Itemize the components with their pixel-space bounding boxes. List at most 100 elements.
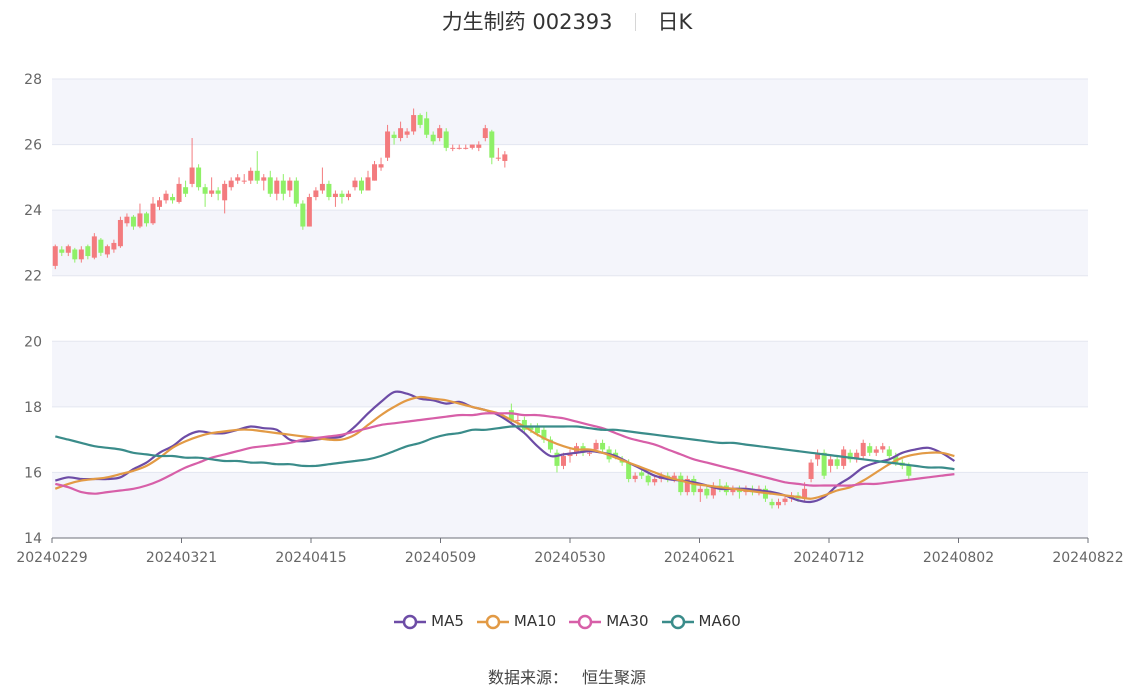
candle-up [91,233,97,260]
candle-body [228,180,234,188]
candle-body [261,177,267,181]
candle-body [541,429,547,440]
candle-down [130,215,136,230]
candle-body [150,203,156,224]
legend: MA5 MA10 MA30 MA60 [0,612,1134,631]
x-tick-label: 20240509 [405,550,476,566]
candle-down [293,177,299,207]
source-label: 数据来源： [487,668,568,687]
candle-body [398,128,404,139]
candle-up [261,174,267,191]
candle-up [372,160,378,181]
legend-label: MA5 [431,612,464,631]
candle-down [867,442,873,457]
candle-body [59,249,65,253]
candle-body [345,193,351,198]
candle-body [697,488,703,493]
candle-down [541,426,547,443]
candle-body [463,147,469,149]
candle-body [515,419,521,421]
legend-item-ma60[interactable]: MA60 [661,612,741,631]
chart-title: 力生制药 002393 日K [0,6,1134,36]
candle-up [52,244,58,270]
candle-body [241,180,247,182]
candle-body [645,475,651,483]
legend-label: MA60 [698,612,741,631]
kline-chart: 14 16 18 20 22 24 26 28 20240229 20240321 2024041… [16,72,1123,566]
candle-up [502,151,508,168]
candle-body [170,197,176,201]
candle-up [274,177,280,201]
candle-up [248,167,254,184]
candle-body [319,183,325,191]
candle-body [626,462,632,479]
candle-up [632,472,638,483]
candle-down [202,183,208,207]
candle-body [867,446,873,453]
candle-down [645,472,651,486]
legend-item-ma5[interactable]: MA5 [393,612,464,631]
candle-body [267,177,273,194]
candle-body [456,147,462,149]
candle-down [326,180,332,201]
candle-down [547,436,553,453]
candle-up [450,144,456,152]
candle-down [886,446,892,460]
ma-line-ma5 [55,390,956,504]
y-axis: 14 16 18 20 22 24 26 28 [24,72,42,547]
candle-up [235,174,241,184]
candle-up [469,144,475,150]
legend-item-ma30[interactable]: MA30 [568,612,649,631]
candle-body [65,246,71,253]
candle-body [391,134,397,139]
candle-body [821,452,827,476]
background-bands [52,79,1088,538]
candle-body [691,478,697,493]
candle-up [880,442,886,453]
candle-body [293,180,299,204]
y-tick-label: 26 [24,138,42,154]
candle-body [235,177,241,181]
candle-body [476,144,482,148]
candle-up [189,138,195,188]
candle-body [143,213,149,224]
candle-up [730,485,736,496]
legend-label: MA10 [513,612,557,631]
candle-down [600,439,606,453]
candle-body [528,426,534,430]
x-tick-label: 20240621 [664,550,735,566]
candle-up [222,180,228,214]
candle-down [424,111,430,139]
chart-title-name: 力生制药 002393 [441,10,613,34]
candle-up [411,108,417,135]
candle-body [72,249,78,260]
candle-body [365,177,371,191]
candle-body [124,216,130,224]
candle-body [78,249,84,260]
candle-body [886,449,892,457]
candle-down [769,498,775,509]
candle-down [267,170,273,198]
candle-up [287,177,293,198]
candle-body [652,478,658,483]
candle-up [404,128,410,139]
candle-down [215,187,221,201]
candle-down [183,180,189,198]
candle-up [782,495,788,506]
y-tick-label: 16 [24,465,42,481]
candle-up [567,449,573,463]
candle-body [560,456,566,466]
candle-body [313,190,319,198]
legend-marker-icon [569,614,602,629]
legend-item-ma10[interactable]: MA10 [476,612,556,631]
candle-up [482,124,488,142]
candle-body [534,426,540,434]
ma-line-ma10 [54,395,955,500]
candle-up [808,459,814,483]
candle-body [189,167,195,184]
candle-body [600,442,606,450]
candle-body [385,131,391,158]
candle-body [176,183,182,202]
candle-body [157,200,163,207]
candle-body [593,442,599,450]
